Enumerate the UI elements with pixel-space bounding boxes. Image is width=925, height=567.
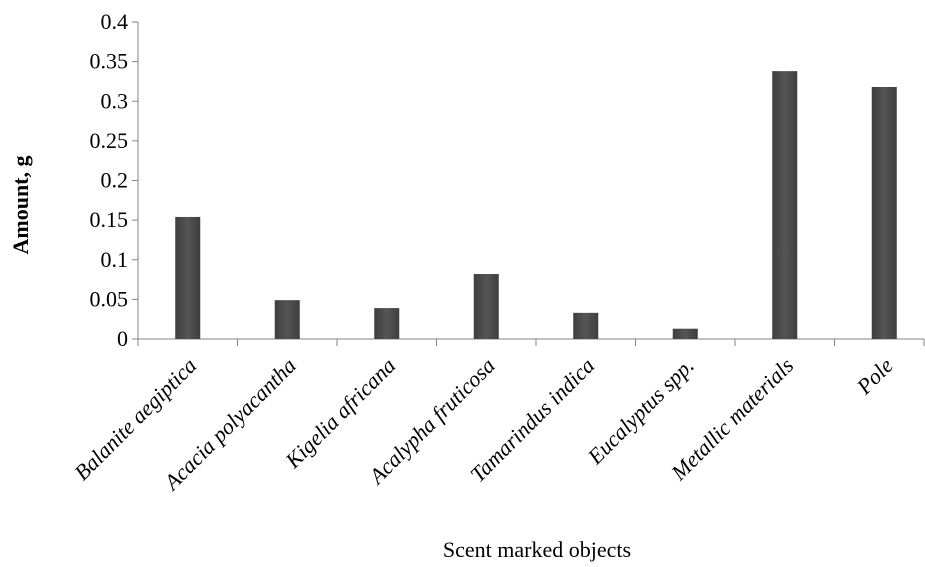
y-tick-label: 0.1 [101,247,129,272]
y-tick-label: 0.2 [101,168,129,193]
bar [374,308,400,339]
x-axis-title: Scent marked objects [443,537,631,562]
y-axis-title: Amount, g [8,155,33,254]
bars [175,71,897,339]
bar [871,86,897,339]
bar [473,274,499,339]
x-axis [137,338,925,346]
y-tick-label: 0.15 [90,207,129,232]
y-axis: 0 0.05 0.1 0.15 0.2 0.25 0.3 0.35 0.4 [90,9,139,351]
y-tick-label: 0 [117,326,128,351]
y-tick-label: 0.3 [101,88,129,113]
bar [175,216,201,339]
x-category-label: Pole [851,353,898,400]
y-tick-label: 0.35 [90,49,129,74]
bar [573,312,599,339]
y-tick-label: 0.25 [90,128,129,153]
bar [672,328,698,339]
bar [274,300,300,339]
y-tick-label: 0.4 [101,9,129,34]
y-tick-label: 0.05 [90,286,129,311]
bar [772,71,798,339]
